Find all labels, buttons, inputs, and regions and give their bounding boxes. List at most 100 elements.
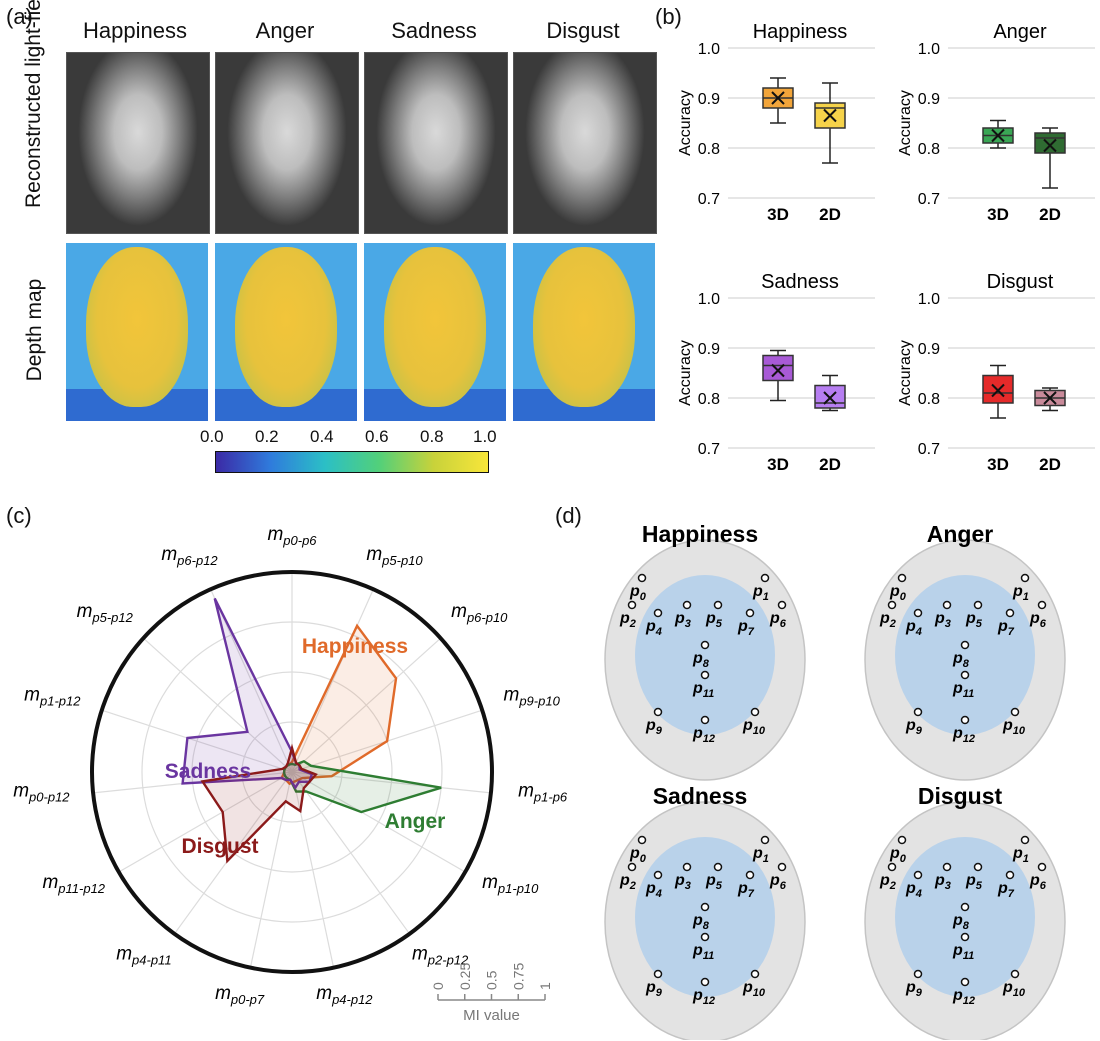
panel-a-label: (a) bbox=[6, 4, 33, 29]
landmark-point bbox=[913, 707, 923, 717]
landmark-point bbox=[973, 862, 983, 872]
landmark-label: p9 bbox=[905, 979, 923, 999]
landmark-point bbox=[1010, 969, 1020, 979]
landmark-point bbox=[887, 600, 897, 610]
face-silhouette bbox=[864, 539, 1066, 781]
panel-c-label: (c) bbox=[6, 503, 32, 528]
colorbar-tick-4: 0.8 bbox=[420, 427, 444, 446]
col-title-happiness: Happiness bbox=[83, 18, 187, 43]
ytick-label: 0.7 bbox=[918, 191, 940, 208]
radar-series-anger bbox=[282, 759, 442, 814]
landmark-point bbox=[897, 835, 907, 845]
radar-axis-label: mp2-p12 bbox=[412, 944, 469, 968]
landmark-point bbox=[713, 862, 723, 872]
radar-axis-label: mp5-p12 bbox=[77, 601, 134, 625]
ytick-label: 0.7 bbox=[698, 191, 720, 208]
heatmap-title: Happiness bbox=[642, 521, 758, 547]
radar-outer-circle bbox=[90, 570, 494, 974]
mean-marker bbox=[1043, 138, 1057, 153]
mean-marker bbox=[1043, 391, 1057, 405]
radar-spoke bbox=[142, 637, 293, 773]
landmark-point bbox=[627, 600, 637, 610]
mean-marker bbox=[991, 383, 1005, 398]
landmark-label: p4 bbox=[645, 880, 662, 900]
landmark-label: p9 bbox=[905, 717, 923, 737]
landmark-point bbox=[913, 870, 923, 880]
landmark-label: p12 bbox=[952, 725, 975, 745]
landmark-point bbox=[777, 862, 787, 872]
radar-spoke bbox=[101, 709, 293, 773]
landmark-point bbox=[745, 608, 755, 618]
landmark-label: p10 bbox=[742, 717, 766, 737]
mean-marker bbox=[771, 91, 785, 105]
box-title-1: Anger bbox=[993, 21, 1047, 43]
face-silhouette bbox=[604, 801, 806, 1040]
panel-d-label: (d) bbox=[555, 503, 582, 528]
heatmap-region bbox=[635, 575, 775, 735]
depth-map-happiness bbox=[66, 243, 208, 421]
landmark-label: p10 bbox=[1002, 717, 1026, 737]
radar-axis-label: mp6-p12 bbox=[161, 544, 218, 568]
box-3D bbox=[762, 354, 794, 382]
landmark-point bbox=[960, 715, 970, 725]
radar-axis-label: mp1-p12 bbox=[24, 684, 81, 708]
colorbar-tick-1: 0.2 bbox=[255, 427, 279, 446]
radar-series-label: Happiness bbox=[302, 635, 408, 658]
landmark-label: p11 bbox=[692, 680, 714, 700]
landmark-point bbox=[653, 707, 663, 717]
landmark-label: p7 bbox=[737, 618, 755, 638]
landmark-label: p0 bbox=[889, 845, 907, 865]
colorbar-tick-3: 0.6 bbox=[365, 427, 389, 446]
radar-spoke bbox=[291, 771, 411, 935]
face-silhouette bbox=[864, 801, 1066, 1040]
landmark-label: p1 bbox=[752, 583, 769, 603]
mean-marker bbox=[823, 391, 837, 405]
ylabel: Accuracy bbox=[677, 90, 694, 156]
landmark-point bbox=[960, 670, 970, 680]
landmark-label: p4 bbox=[905, 618, 922, 638]
radar-spoke bbox=[249, 771, 293, 968]
landmark-point bbox=[913, 608, 923, 618]
landmark-point bbox=[1005, 870, 1015, 880]
ylabel: Accuracy bbox=[677, 340, 694, 406]
radar-axis-label: mp4-p11 bbox=[116, 944, 171, 968]
ylabel: Accuracy bbox=[897, 340, 914, 406]
landmark-label: p11 bbox=[692, 942, 714, 962]
light-field-image-disgust bbox=[513, 52, 657, 234]
face-silhouette bbox=[604, 539, 806, 781]
radar-axis-label: mp1-p10 bbox=[482, 872, 539, 896]
landmark-point bbox=[750, 969, 760, 979]
landmark-label: p3 bbox=[934, 872, 951, 892]
landmark-point bbox=[1020, 573, 1030, 583]
colorbar-tick-5: 1.0 bbox=[473, 427, 497, 446]
light-field-image-happiness bbox=[66, 52, 210, 234]
xtick-label: 3D bbox=[767, 205, 789, 224]
landmark-label: p7 bbox=[997, 618, 1015, 638]
landmark-point bbox=[713, 600, 723, 610]
ytick-label: 0.7 bbox=[698, 441, 720, 458]
landmark-label: p9 bbox=[645, 979, 663, 999]
landmark-point bbox=[1037, 600, 1047, 610]
landmark-point bbox=[1005, 608, 1015, 618]
ytick-label: 0.7 bbox=[918, 441, 940, 458]
landmark-point bbox=[700, 715, 710, 725]
radar-chart: mp0-p6 mp5-p10 mp6-p10 mp9-p10 mp1-p6 mp1-p10… bbox=[13, 524, 568, 1024]
landmark-point bbox=[682, 862, 692, 872]
landmark-point bbox=[653, 608, 663, 618]
landmark-label: p6 bbox=[769, 610, 787, 630]
landmark-label: p5 bbox=[705, 610, 723, 630]
landmark-label: p4 bbox=[905, 880, 922, 900]
landmark-label: p11 bbox=[952, 680, 974, 700]
light-field-image-sadness bbox=[364, 52, 508, 234]
radar-series-label: Sadness bbox=[165, 760, 251, 783]
mean-marker bbox=[823, 108, 837, 123]
landmark-label: p3 bbox=[674, 610, 691, 630]
radar-axis-label: mp6-p10 bbox=[451, 601, 508, 625]
landmark-point bbox=[913, 969, 923, 979]
landmark-label: p12 bbox=[952, 987, 975, 1007]
landmark-point bbox=[700, 902, 710, 912]
landmark-point bbox=[960, 932, 970, 942]
radar-axis-label: mp0-p12 bbox=[13, 780, 70, 804]
mi-scale-tick-label: 0.25 bbox=[457, 963, 473, 990]
radar-spoke bbox=[173, 771, 293, 935]
